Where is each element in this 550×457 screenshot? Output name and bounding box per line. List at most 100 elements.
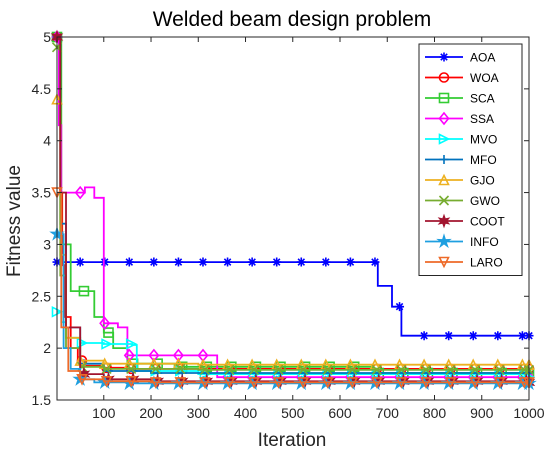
legend-item: LARO — [425, 256, 503, 270]
legend-item: MFO — [425, 153, 497, 167]
triangle-right-marker — [101, 338, 113, 350]
x-marker — [470, 364, 481, 375]
y-tick-label: 2.5 — [32, 288, 52, 304]
asterisk-marker — [149, 257, 159, 267]
asterisk-marker — [439, 52, 449, 62]
y-tick-label: 3 — [43, 236, 51, 252]
x-marker — [101, 363, 112, 374]
x-marker — [273, 364, 284, 375]
x-marker — [224, 364, 235, 375]
x-marker — [322, 364, 333, 375]
x-tick-label: 600 — [328, 405, 352, 421]
asterisk-marker — [370, 257, 380, 267]
triangle-down-marker — [149, 377, 162, 389]
asterisk-marker — [124, 257, 134, 267]
x-marker — [199, 364, 210, 375]
legend: AOA WOA SCA SSA MVO MFO GJO GWO COOT INFO LARO — [418, 43, 523, 276]
chart-title: Welded beam design problem — [153, 8, 432, 31]
legend-item: WOA — [425, 71, 499, 85]
x-marker — [438, 195, 450, 206]
triangle-down-marker — [125, 375, 137, 388]
x-marker — [396, 364, 407, 375]
diamond-marker — [74, 185, 86, 200]
triangle-down-marker — [469, 377, 481, 389]
plot-lines — [49, 29, 537, 391]
asterisk-marker — [223, 257, 233, 267]
triangle-right-marker — [76, 337, 89, 349]
x-marker — [519, 364, 530, 375]
legend-label: SSA — [470, 112, 494, 126]
asterisk-marker — [247, 257, 257, 267]
legend-label: COOT — [470, 215, 505, 229]
legend-label: LARO — [470, 256, 503, 270]
series-aoa — [52, 257, 534, 341]
legend-label: SCA — [470, 92, 495, 106]
x-tick-label: 400 — [234, 405, 258, 421]
y-tick-label: 3.5 — [32, 185, 52, 201]
y-tick-label: 4 — [43, 133, 51, 149]
asterisk-marker — [272, 257, 282, 267]
x-tick-label: 1000 — [513, 405, 544, 421]
y-tick-label: 1.5 — [32, 392, 52, 408]
legend-label: MVO — [470, 133, 497, 147]
legend-label: AOA — [470, 51, 495, 65]
x-marker — [347, 364, 358, 375]
triangle-down-marker — [321, 377, 334, 389]
star6-marker — [437, 213, 451, 229]
asterisk-marker — [100, 257, 110, 267]
x-marker — [248, 364, 260, 375]
triangle-down-marker — [346, 377, 359, 389]
triangle-down-marker — [100, 375, 113, 388]
triangle-right-marker — [125, 338, 138, 350]
x-marker — [494, 364, 505, 375]
legend-label: INFO — [470, 235, 499, 249]
legend-label: MFO — [470, 153, 497, 167]
y-tick-label: 4.5 — [32, 81, 52, 97]
x-marker — [126, 363, 137, 374]
triangle-right-marker — [438, 133, 451, 145]
legend-label: WOA — [470, 71, 499, 85]
x-marker — [150, 363, 161, 374]
x-tick-label: 300 — [187, 405, 211, 421]
asterisk-marker — [444, 331, 454, 341]
x-tick-label: 200 — [139, 405, 163, 421]
legend-label: GJO — [470, 174, 495, 188]
triangle-down-marker — [223, 377, 236, 389]
legend-item: SSA — [425, 111, 494, 126]
legend-item: COOT — [425, 213, 505, 229]
square-marker — [78, 285, 90, 297]
plot-frame — [56, 36, 530, 401]
legend-item: INFO — [425, 233, 499, 249]
square-marker — [103, 327, 114, 338]
asterisk-marker — [345, 257, 355, 267]
legend-item: GWO — [425, 194, 500, 208]
triangle-down-marker — [493, 377, 506, 389]
triangle-down-marker — [76, 373, 88, 386]
asterisk-marker — [419, 331, 429, 341]
asterisk-marker — [75, 257, 85, 267]
asterisk-marker — [296, 257, 306, 267]
x-tick-label: 100 — [92, 405, 116, 421]
legend-label: GWO — [470, 194, 500, 208]
triangle-down-marker — [438, 256, 450, 269]
triangle-up-marker — [438, 173, 450, 186]
asterisk-marker — [321, 257, 331, 267]
x-tick-label: 500 — [281, 405, 305, 421]
triangle-down-marker — [199, 377, 211, 389]
square-marker — [438, 92, 450, 104]
triangle-down-marker — [395, 377, 408, 389]
x-marker — [371, 364, 382, 375]
series-line-sca — [57, 36, 529, 374]
triangle-down-marker — [420, 377, 432, 389]
asterisk-marker — [395, 302, 405, 312]
asterisk-marker — [468, 331, 478, 341]
x-marker — [175, 363, 186, 374]
x-marker — [298, 364, 309, 375]
triangle-down-marker — [297, 377, 309, 389]
y-tick-label: 5 — [43, 29, 51, 45]
x-tick-label: 700 — [376, 405, 400, 421]
asterisk-marker — [173, 257, 183, 267]
axis-ticks: 100 200 300 400 500 600 700 800 900 1000 1.5 2 2.5 3 3… — [32, 29, 545, 421]
y-axis-label: Fitness value — [4, 165, 25, 277]
